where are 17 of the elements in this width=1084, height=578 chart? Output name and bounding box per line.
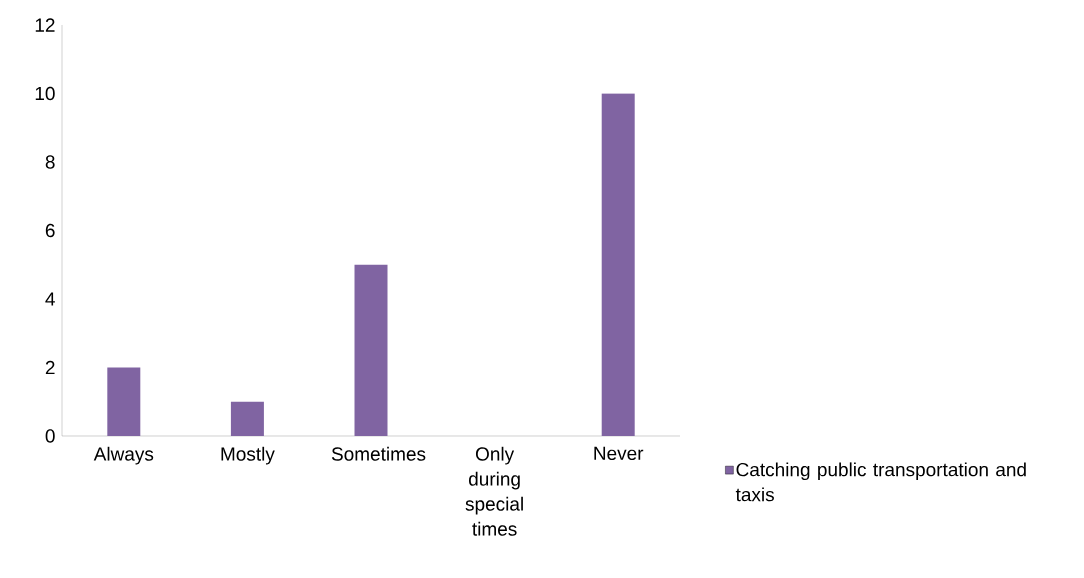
y-tick-label: 12 [35,18,55,32]
y-tick-label: 6 [45,223,55,238]
bar [107,367,141,436]
x-tick-label: Sometimes [331,446,426,461]
x-tick-label: Always [93,446,154,465]
y-tick-label: 4 [45,292,55,306]
x-tick-label: Mostly [221,446,275,465]
legend-label: Catching public transportation and taxis [735,462,1026,502]
y-tick-label: 10 [35,86,55,101]
x-tick-label: Never [594,446,644,461]
y-tick-label: 8 [45,155,55,169]
bar [601,93,635,436]
y-tick-label: 2 [45,360,55,375]
bar [354,264,388,436]
bar [230,401,264,436]
y-tick-label: 0 [45,429,55,443]
x-tick-label: Only during special times [465,446,523,536]
